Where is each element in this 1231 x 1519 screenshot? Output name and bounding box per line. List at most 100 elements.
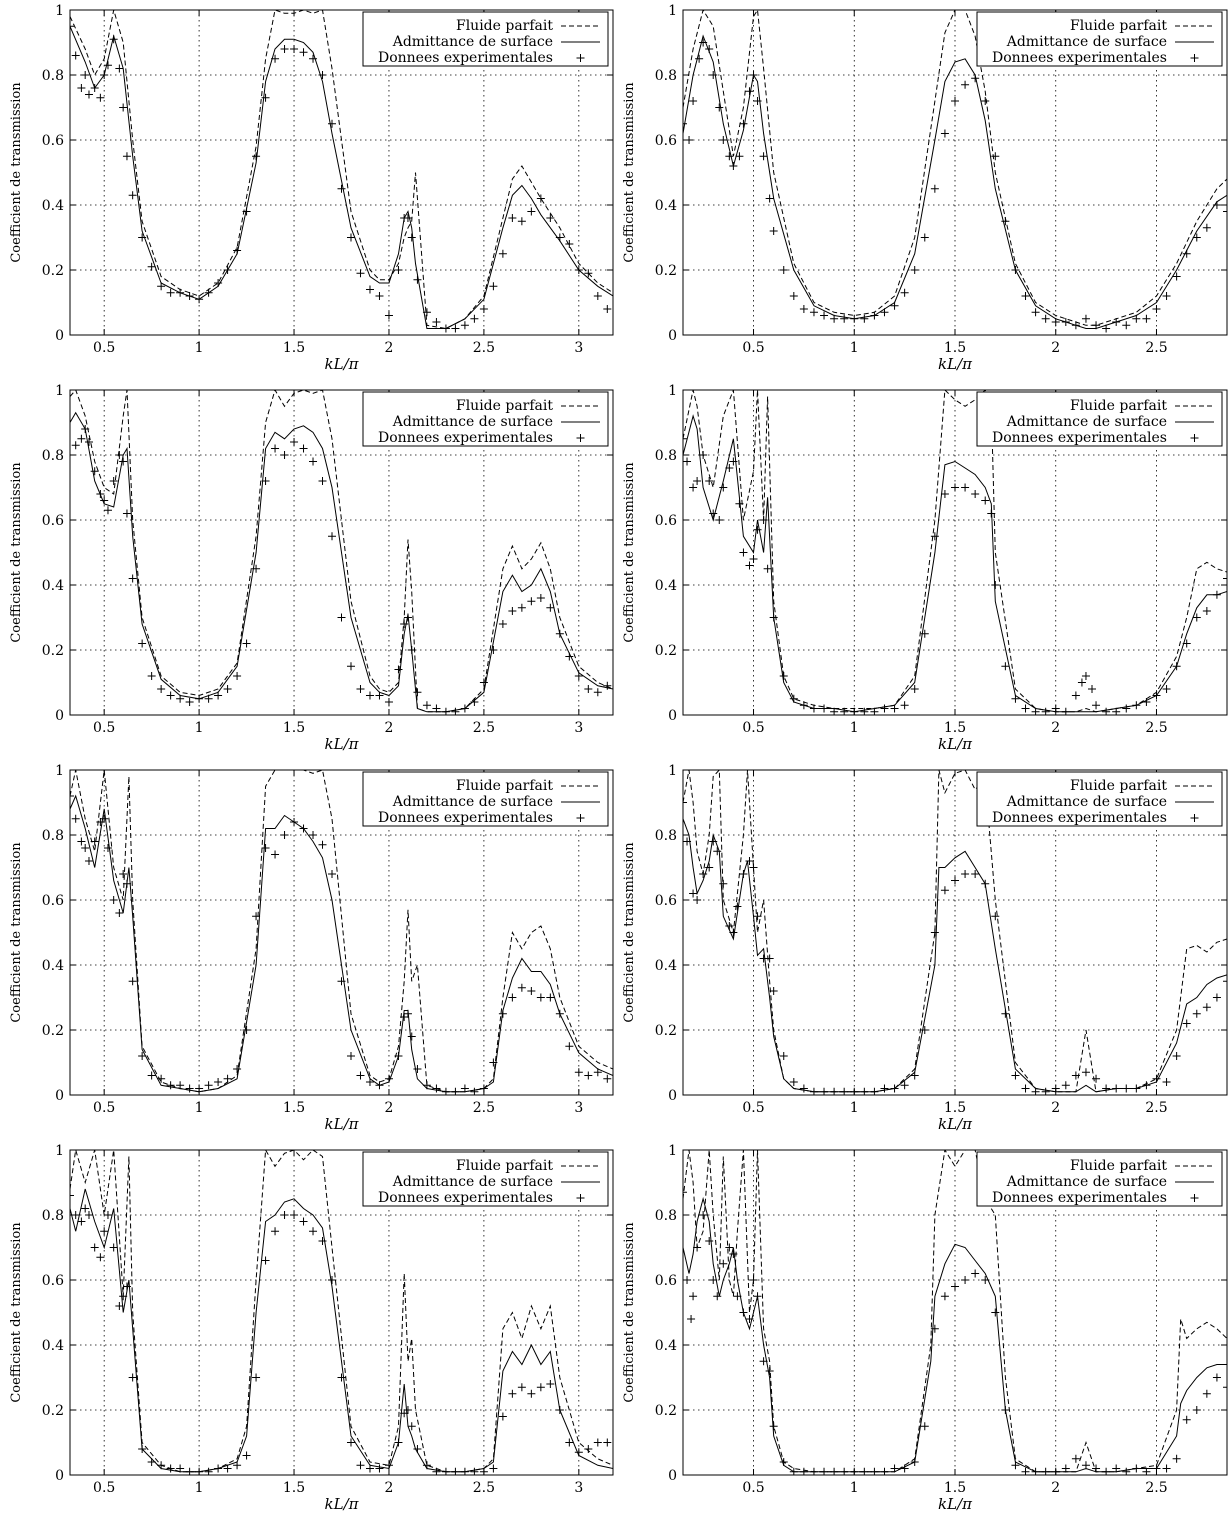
data-point xyxy=(880,704,889,713)
data-point xyxy=(1081,314,1090,323)
data-point xyxy=(1031,1087,1040,1095)
data-point xyxy=(739,119,748,128)
data-point xyxy=(460,704,469,713)
legend-label: Fluide parfait xyxy=(456,398,553,414)
x-tick-label: 1.5 xyxy=(944,340,966,356)
y-tick-label: 0.6 xyxy=(42,513,64,529)
y-tick-label: 0.2 xyxy=(42,1023,64,1039)
data-point xyxy=(930,928,939,937)
data-point xyxy=(860,1467,869,1475)
data-point xyxy=(1061,1081,1070,1090)
x-tick-label: 2.5 xyxy=(1145,340,1167,356)
y-tick-label: 0.4 xyxy=(42,1338,64,1354)
data-point xyxy=(432,1467,441,1475)
x-tick-label: 2.5 xyxy=(473,340,495,356)
data-point xyxy=(1142,1467,1151,1475)
data-point xyxy=(233,1461,242,1470)
legend-label: Donnees experimentales xyxy=(378,1190,553,1206)
data-point xyxy=(991,912,1000,921)
data-point xyxy=(709,1276,718,1284)
x-axis-label: kL/π xyxy=(938,1115,973,1133)
legend-label: Donnees experimentales xyxy=(378,50,553,66)
data-point xyxy=(574,1448,583,1457)
data-point xyxy=(1102,1084,1111,1093)
x-tick-label: 1.5 xyxy=(944,1100,966,1116)
data-point xyxy=(204,1467,213,1475)
y-tick-label: 0.4 xyxy=(655,958,677,974)
data-point xyxy=(204,288,213,297)
data-point xyxy=(356,1071,365,1080)
data-point xyxy=(860,707,869,715)
legend-box xyxy=(976,391,1223,447)
y-tick-label: 0 xyxy=(668,1468,677,1484)
data-point xyxy=(84,438,93,446)
y-tick-label: 0.4 xyxy=(42,958,64,974)
data-point xyxy=(489,1058,498,1067)
data-point xyxy=(809,704,818,713)
data-point xyxy=(71,814,80,823)
data-point xyxy=(555,1406,564,1414)
legend-marker-points xyxy=(576,434,585,442)
data-point xyxy=(77,1217,86,1226)
data-point xyxy=(709,509,718,518)
data-point xyxy=(729,928,738,937)
data-point xyxy=(407,1032,416,1041)
x-tick-label: 0.5 xyxy=(742,1480,764,1496)
data-point xyxy=(735,499,744,508)
data-point xyxy=(128,574,137,583)
legend-label: Fluide parfait xyxy=(1070,398,1167,414)
data-point xyxy=(1051,1467,1060,1475)
data-point xyxy=(753,912,762,921)
data-point xyxy=(280,45,289,53)
data-point xyxy=(920,629,929,638)
data-point xyxy=(100,814,109,823)
data-point xyxy=(185,1467,194,1475)
plot-area xyxy=(70,10,613,333)
data-point xyxy=(407,1422,416,1431)
data-point xyxy=(555,1009,564,1018)
x-tick-label: 2 xyxy=(1051,340,1060,356)
data-point xyxy=(1071,691,1080,700)
plot-frame xyxy=(682,389,1228,716)
data-point xyxy=(328,119,337,128)
data-point xyxy=(719,879,728,888)
data-point xyxy=(81,1204,90,1213)
data-point xyxy=(683,434,687,443)
data-point xyxy=(309,831,318,839)
data-point xyxy=(574,1068,583,1077)
data-point xyxy=(432,318,441,326)
data-point xyxy=(403,1406,412,1414)
data-point xyxy=(705,45,714,53)
data-point xyxy=(695,54,704,63)
plot-frame xyxy=(69,9,614,336)
data-point xyxy=(81,425,90,433)
data-point xyxy=(713,1292,722,1301)
data-point xyxy=(84,90,93,99)
legend-label: Admittance de surface xyxy=(1006,34,1167,50)
legend-label: Admittance de surface xyxy=(1006,1174,1167,1190)
data-point xyxy=(699,870,708,878)
data-point xyxy=(565,652,574,661)
data-point xyxy=(753,1292,762,1301)
data-point xyxy=(413,275,422,284)
x-tick-label: 1 xyxy=(850,340,859,356)
data-point xyxy=(252,912,261,921)
data-point xyxy=(309,54,318,63)
data-point xyxy=(422,1461,431,1470)
data-point xyxy=(394,266,403,274)
data-point xyxy=(799,305,808,313)
data-point xyxy=(593,688,602,697)
y-tick-label: 0.2 xyxy=(655,643,677,659)
legend-label: Admittance de surface xyxy=(392,794,553,810)
data-point xyxy=(840,1087,849,1095)
x-tick-label: 2.5 xyxy=(473,720,495,736)
data-point xyxy=(830,1087,839,1095)
data-point xyxy=(1132,1084,1141,1093)
data-point xyxy=(138,233,147,242)
data-point xyxy=(1031,1467,1040,1475)
data-point xyxy=(1172,662,1181,671)
data-point xyxy=(109,35,118,44)
data-point xyxy=(713,847,722,856)
